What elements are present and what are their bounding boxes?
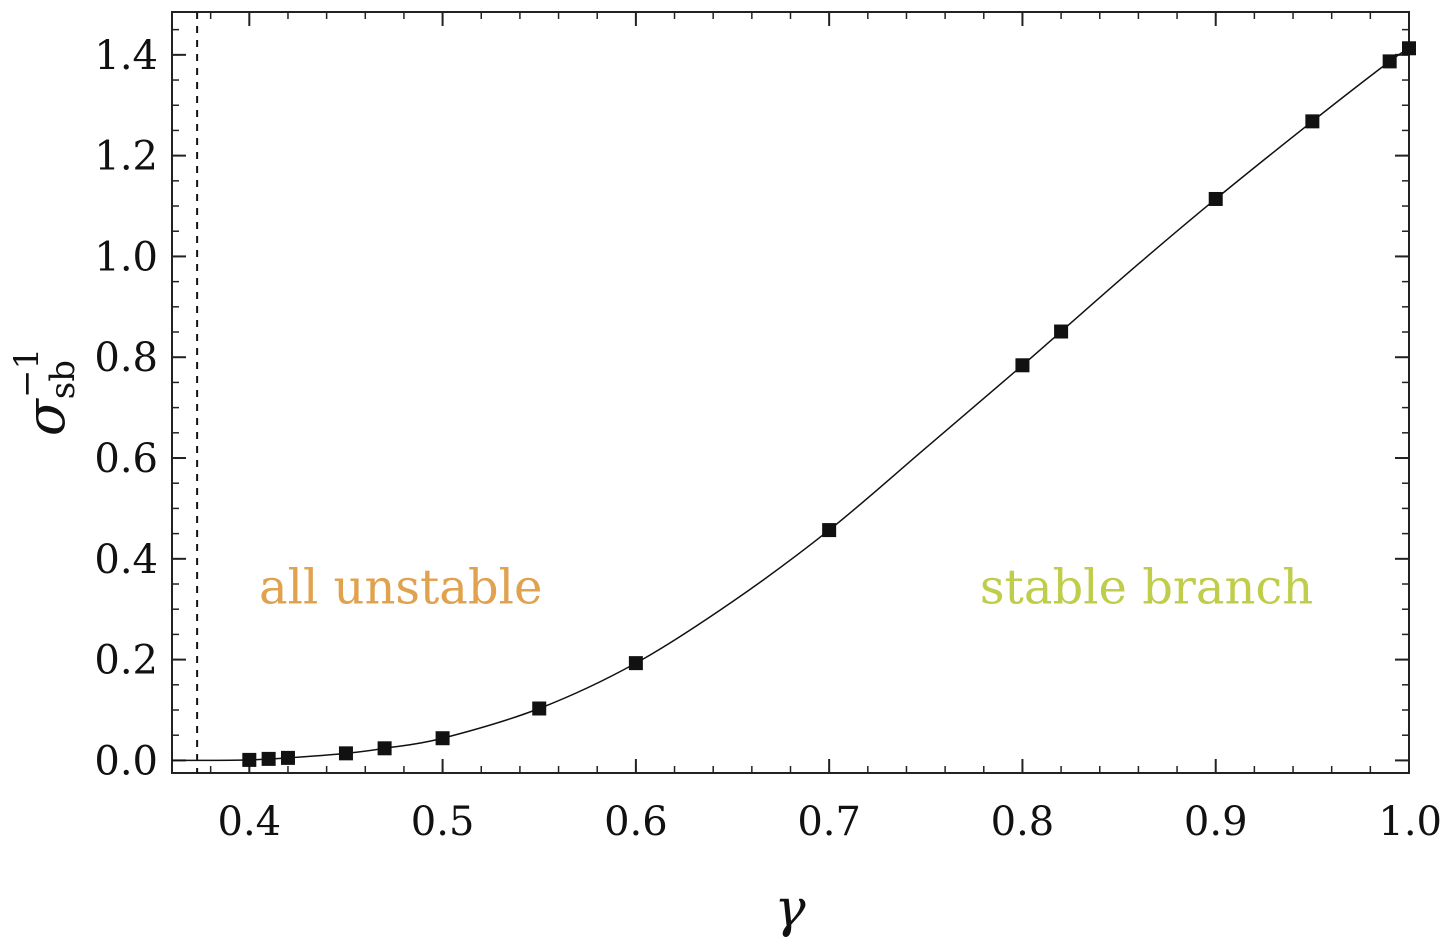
data-point xyxy=(280,750,295,765)
y-tick-label: 0.4 xyxy=(94,537,158,583)
y-tick-label: 0.0 xyxy=(94,738,158,784)
x-tick-label: 0.6 xyxy=(604,799,668,845)
plot-frame xyxy=(171,11,1410,774)
y-tick-label: 1.0 xyxy=(94,234,158,280)
y-axis-title: σsb−1 xyxy=(7,348,83,436)
x-tick-labels: 0.4 0.5 0.6 0.7 0.8 0.9 1.0 xyxy=(218,799,1443,845)
data-point xyxy=(435,731,450,746)
x-axis-title: γ xyxy=(774,879,806,939)
data-point xyxy=(1015,358,1030,373)
data-point xyxy=(261,751,276,766)
fit-curve xyxy=(171,47,1410,762)
data-points xyxy=(242,41,1416,767)
y-tick-label: 0.6 xyxy=(94,436,158,482)
major-ticks xyxy=(172,12,1410,773)
minor-ticks xyxy=(171,12,1410,773)
data-point xyxy=(1402,41,1416,56)
x-tick-label: 0.4 xyxy=(218,799,282,845)
annotation-label: all unstable xyxy=(259,560,542,616)
data-point xyxy=(242,752,257,767)
y-axis-symbol: σ xyxy=(14,397,77,436)
data-point xyxy=(338,746,353,761)
y-tick-labels: 0.0 0.2 0.4 0.6 0.8 1.0 1.2 1.4 xyxy=(94,33,158,785)
data-point xyxy=(1208,191,1223,206)
data-point xyxy=(532,701,547,716)
x-tick-label: 0.5 xyxy=(411,799,475,845)
data-point xyxy=(628,656,643,671)
data-point xyxy=(822,523,837,538)
data-point xyxy=(1382,54,1397,69)
svg-text:σsb−1: σsb−1 xyxy=(7,348,83,436)
x-tick-label: 0.9 xyxy=(1184,799,1248,845)
y-axis-superscript: −1 xyxy=(7,348,47,398)
y-tick-label: 1.2 xyxy=(94,134,158,180)
x-tick-label: 0.8 xyxy=(991,799,1055,845)
y-axis-subscript: sb xyxy=(43,360,83,399)
y-tick-label: 0.8 xyxy=(94,335,158,381)
y-tick-label: 0.2 xyxy=(94,638,158,684)
data-point xyxy=(1054,324,1069,339)
annotations: all unstable stable branch xyxy=(259,560,1313,616)
data-point xyxy=(1305,114,1320,129)
annotation-label: stable branch xyxy=(980,560,1313,616)
x-tick-label: 1.0 xyxy=(1378,799,1442,845)
data-point xyxy=(377,741,392,756)
x-tick-label: 0.7 xyxy=(797,799,861,845)
y-tick-label: 1.4 xyxy=(94,33,158,79)
